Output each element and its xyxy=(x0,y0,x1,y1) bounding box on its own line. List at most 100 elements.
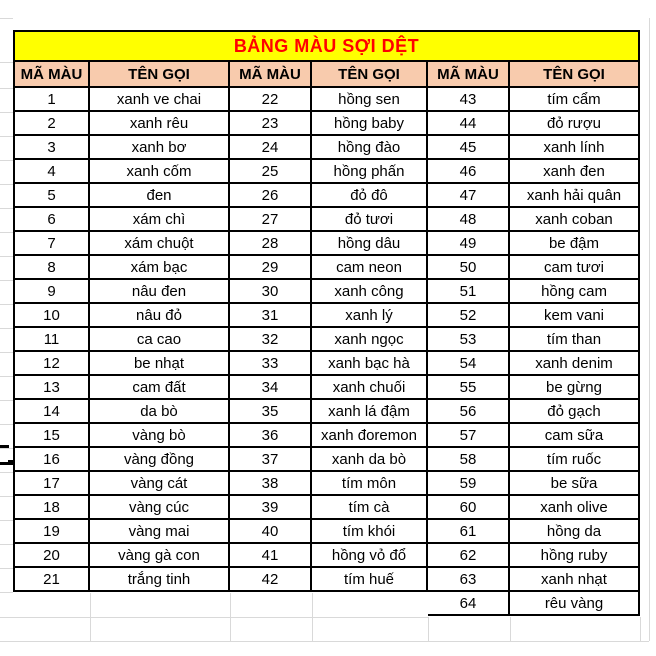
code-cell[interactable]: 32 xyxy=(230,328,312,352)
code-cell[interactable]: 2 xyxy=(15,112,90,136)
code-cell[interactable]: 24 xyxy=(230,136,312,160)
code-cell[interactable]: 22 xyxy=(230,88,312,112)
code-cell[interactable]: 58 xyxy=(428,448,510,472)
name-cell[interactable]: xanh bạc hà xyxy=(312,352,428,376)
name-cell[interactable]: xanh cốm xyxy=(90,160,230,184)
code-cell[interactable]: 9 xyxy=(15,280,90,304)
name-cell[interactable]: tím môn xyxy=(312,472,428,496)
name-cell[interactable]: vàng đồng xyxy=(90,448,230,472)
code-cell[interactable]: 7 xyxy=(15,232,90,256)
name-cell[interactable]: hồng cam xyxy=(510,280,640,304)
name-cell[interactable]: be sữa xyxy=(510,472,640,496)
code-cell[interactable]: 23 xyxy=(230,112,312,136)
name-cell[interactable]: xanh bơ xyxy=(90,136,230,160)
name-cell[interactable]: xanh denim xyxy=(510,352,640,376)
code-cell[interactable]: 45 xyxy=(428,136,510,160)
code-cell[interactable]: 15 xyxy=(15,424,90,448)
name-cell[interactable]: rêu vàng xyxy=(510,592,640,616)
name-cell[interactable]: be gừng xyxy=(510,376,640,400)
name-cell[interactable]: cam sữa xyxy=(510,424,640,448)
code-cell[interactable]: 40 xyxy=(230,520,312,544)
code-cell[interactable]: 25 xyxy=(230,160,312,184)
name-cell[interactable]: xám chuột xyxy=(90,232,230,256)
name-cell[interactable]: tím than xyxy=(510,328,640,352)
code-cell[interactable]: 43 xyxy=(428,88,510,112)
code-cell[interactable]: 39 xyxy=(230,496,312,520)
code-cell[interactable]: 59 xyxy=(428,472,510,496)
name-cell[interactable]: đỏ rượu xyxy=(510,112,640,136)
name-cell[interactable]: ca cao xyxy=(90,328,230,352)
code-cell[interactable]: 42 xyxy=(230,568,312,592)
header-code-cell[interactable]: MÃ MÀU xyxy=(15,62,90,88)
name-cell[interactable]: xanh olive xyxy=(510,496,640,520)
code-cell[interactable]: 37 xyxy=(230,448,312,472)
code-cell[interactable]: 51 xyxy=(428,280,510,304)
code-cell[interactable]: 46 xyxy=(428,160,510,184)
name-cell[interactable]: vàng cúc xyxy=(90,496,230,520)
header-code-cell[interactable]: MÃ MÀU xyxy=(428,62,510,88)
code-cell[interactable]: 5 xyxy=(15,184,90,208)
code-cell[interactable]: 48 xyxy=(428,208,510,232)
name-cell[interactable]: vàng bò xyxy=(90,424,230,448)
code-cell[interactable]: 10 xyxy=(15,304,90,328)
header-name-cell[interactable]: TÊN GỌI xyxy=(510,62,640,88)
name-cell[interactable]: be đậm xyxy=(510,232,640,256)
name-cell[interactable]: đen xyxy=(90,184,230,208)
code-cell[interactable]: 12 xyxy=(15,352,90,376)
code-cell[interactable]: 30 xyxy=(230,280,312,304)
name-cell[interactable]: xanh nhạt xyxy=(510,568,640,592)
code-cell[interactable]: 33 xyxy=(230,352,312,376)
code-cell[interactable]: 64 xyxy=(428,592,510,616)
code-cell[interactable]: 16 xyxy=(15,448,90,472)
code-cell[interactable]: 27 xyxy=(230,208,312,232)
name-cell[interactable]: tím huế xyxy=(312,568,428,592)
name-cell[interactable]: xanh công xyxy=(312,280,428,304)
code-cell[interactable]: 6 xyxy=(15,208,90,232)
code-cell[interactable]: 17 xyxy=(15,472,90,496)
code-cell[interactable]: 8 xyxy=(15,256,90,280)
name-cell[interactable]: xám chì xyxy=(90,208,230,232)
code-cell[interactable]: 49 xyxy=(428,232,510,256)
code-cell[interactable]: 38 xyxy=(230,472,312,496)
name-cell[interactable]: xanh lính xyxy=(510,136,640,160)
name-cell[interactable]: nâu đỏ xyxy=(90,304,230,328)
code-cell[interactable]: 18 xyxy=(15,496,90,520)
code-cell[interactable]: 53 xyxy=(428,328,510,352)
header-name-cell[interactable]: TÊN GỌI xyxy=(90,62,230,88)
code-cell[interactable]: 41 xyxy=(230,544,312,568)
code-cell[interactable]: 44 xyxy=(428,112,510,136)
name-cell[interactable]: xanh lá đậm xyxy=(312,400,428,424)
name-cell[interactable]: da bò xyxy=(90,400,230,424)
name-cell[interactable]: hồng ruby xyxy=(510,544,640,568)
name-cell[interactable]: xanh chuối xyxy=(312,376,428,400)
code-cell[interactable]: 21 xyxy=(15,568,90,592)
code-cell[interactable]: 56 xyxy=(428,400,510,424)
code-cell[interactable]: 57 xyxy=(428,424,510,448)
code-cell[interactable]: 54 xyxy=(428,352,510,376)
name-cell[interactable]: đỏ tươi xyxy=(312,208,428,232)
code-cell[interactable]: 31 xyxy=(230,304,312,328)
code-cell[interactable]: 28 xyxy=(230,232,312,256)
code-cell[interactable]: 36 xyxy=(230,424,312,448)
name-cell[interactable]: hồng dâu xyxy=(312,232,428,256)
name-cell[interactable]: xanh đoremon xyxy=(312,424,428,448)
code-cell[interactable]: 63 xyxy=(428,568,510,592)
code-cell[interactable]: 34 xyxy=(230,376,312,400)
name-cell[interactable]: xanh ngọc xyxy=(312,328,428,352)
name-cell[interactable]: đỏ đô xyxy=(312,184,428,208)
code-cell[interactable]: 60 xyxy=(428,496,510,520)
name-cell[interactable]: xanh da bò xyxy=(312,448,428,472)
code-cell[interactable]: 11 xyxy=(15,328,90,352)
name-cell[interactable]: xám bạc xyxy=(90,256,230,280)
name-cell[interactable]: hồng baby xyxy=(312,112,428,136)
code-cell[interactable]: 47 xyxy=(428,184,510,208)
code-cell[interactable]: 50 xyxy=(428,256,510,280)
name-cell[interactable]: đỏ gạch xyxy=(510,400,640,424)
code-cell[interactable]: 52 xyxy=(428,304,510,328)
code-cell[interactable]: 29 xyxy=(230,256,312,280)
code-cell[interactable]: 55 xyxy=(428,376,510,400)
code-cell[interactable]: 61 xyxy=(428,520,510,544)
name-cell[interactable]: hồng phấn xyxy=(312,160,428,184)
name-cell[interactable]: xanh hải quân xyxy=(510,184,640,208)
code-cell[interactable]: 3 xyxy=(15,136,90,160)
